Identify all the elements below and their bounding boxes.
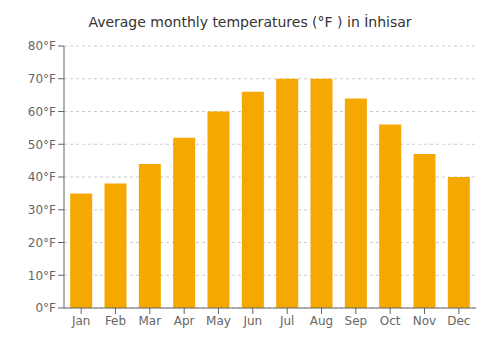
svg-text:40°F: 40°F xyxy=(28,170,56,184)
svg-text:Oct: Oct xyxy=(380,314,401,328)
svg-text:70°F: 70°F xyxy=(28,72,56,86)
svg-text:50°F: 50°F xyxy=(28,138,56,152)
svg-text:0°F: 0°F xyxy=(35,301,56,315)
html-text:Average monthly temperatures (: Average monthly temperatures (°F ) in İn… xyxy=(88,14,412,30)
svg-text:Jan: Jan xyxy=(71,314,91,328)
svg-text:Dec: Dec xyxy=(447,314,470,328)
svg-text:10°F: 10°F xyxy=(28,269,56,283)
svg-text:20°F: 20°F xyxy=(28,236,56,250)
svg-text:Apr: Apr xyxy=(174,314,195,328)
svg-text:Aug: Aug xyxy=(310,314,333,328)
svg-text:Sep: Sep xyxy=(345,314,368,328)
svg-text:30°F: 30°F xyxy=(28,203,56,217)
svg-text:60°F: 60°F xyxy=(28,105,56,119)
svg-text:Jul: Jul xyxy=(279,314,294,328)
svg-text:Feb: Feb xyxy=(105,314,126,328)
svg-text:Jun: Jun xyxy=(242,314,262,328)
svg-text:Nov: Nov xyxy=(413,314,436,328)
svg-text:Mar: Mar xyxy=(139,314,162,328)
svg-text:80°F: 80°F xyxy=(28,39,56,53)
svg-text:May: May xyxy=(206,314,231,328)
